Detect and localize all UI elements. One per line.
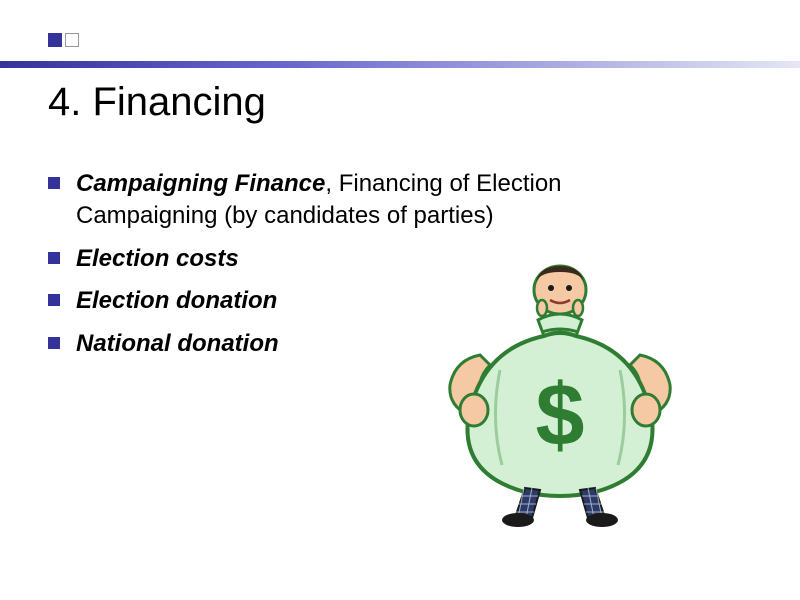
list-item-emphasis: Election donation (76, 287, 277, 314)
money-bag-clipart: $ (420, 260, 700, 530)
gradient-divider (0, 61, 800, 68)
slide-title: 4. Financing (48, 80, 266, 125)
bullet-square-icon (48, 294, 60, 306)
bullet-square-icon (48, 177, 60, 189)
header-decoration (0, 22, 800, 50)
list-item-emphasis: Campaigning Finance (76, 170, 325, 197)
list-item-text: Campaigning Finance, Financing of Electi… (76, 168, 668, 233)
svg-text:$: $ (536, 365, 585, 464)
bullet-square-icon (48, 252, 60, 264)
square-outline (65, 33, 79, 47)
list-item: Campaigning Finance, Financing of Electi… (48, 168, 668, 233)
bullet-square-icon (48, 337, 60, 349)
square-filled (48, 33, 62, 47)
list-item-emphasis: Election costs (76, 245, 239, 272)
list-item-emphasis: National donation (76, 330, 279, 357)
decoration-squares (48, 33, 79, 47)
